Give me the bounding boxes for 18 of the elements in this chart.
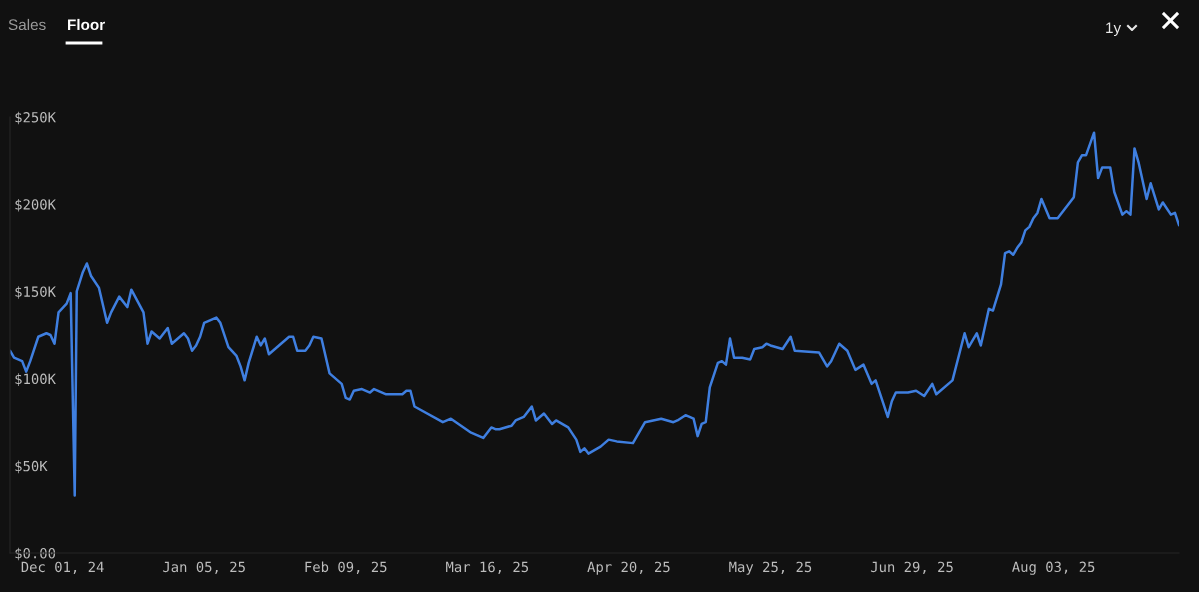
line-series (10, 131, 1179, 497)
x-tick-label: May 25, 25 (729, 561, 812, 575)
y-tick-label: $200K (15, 198, 56, 212)
x-tick-label: Aug 03, 25 (1012, 561, 1095, 575)
y-tick-label: $0.00 (15, 547, 56, 561)
y-tick-label: $150K (15, 286, 56, 299)
x-tick-label: Apr 20, 25 (587, 561, 670, 575)
y-tick-label: $250K (15, 111, 56, 125)
text: Sales (8, 18, 46, 31)
x-tick-label: Dec 01, 24 (21, 561, 104, 574)
text: Floor (68, 18, 105, 31)
x-tick-label: Jan 05, 25 (163, 561, 245, 574)
x-tick-label: Feb 09, 25 (305, 561, 387, 574)
y-tick-label: $100K (15, 373, 56, 386)
text: 1y (1106, 22, 1122, 37)
x-tick-label: Mar 16, 25 (446, 561, 529, 574)
y-tick-label: $50K (15, 460, 48, 474)
x-tick-label: Jun 29, 25 (870, 561, 953, 574)
